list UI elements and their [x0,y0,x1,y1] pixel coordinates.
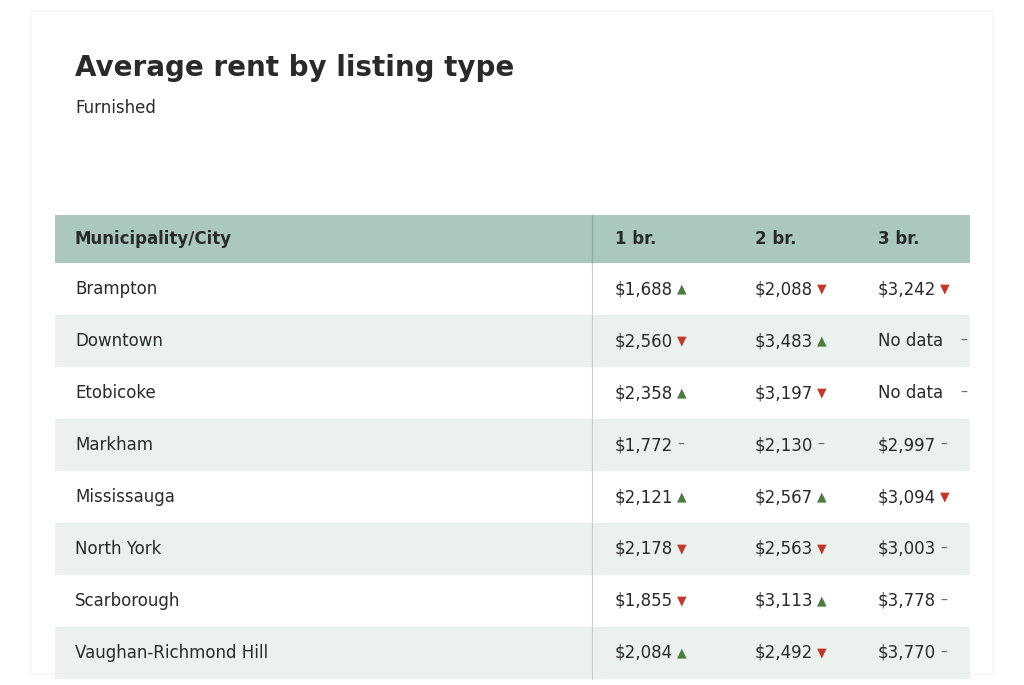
Text: ▼: ▼ [940,490,949,503]
Text: Vaughan-Richmond Hill: Vaughan-Richmond Hill [75,644,268,662]
Text: $2,997: $2,997 [878,436,936,454]
Text: –: – [961,386,967,400]
Text: –: – [961,334,967,348]
Text: $3,113: $3,113 [755,592,813,610]
Text: –: – [817,438,824,452]
Text: $1,772: $1,772 [615,436,673,454]
Bar [55,471,970,523]
Text: $3,003: $3,003 [878,540,936,558]
Bar [55,367,970,419]
Text: ▼: ▼ [677,595,687,608]
Text: ▼: ▼ [940,282,949,295]
Text: ▲: ▲ [677,647,687,660]
Text: Markham: Markham [75,436,153,454]
Text: $3,197: $3,197 [755,384,813,402]
Text: $3,770: $3,770 [878,644,936,662]
Text: $2,358: $2,358 [615,384,673,402]
Text: 3 br.: 3 br. [878,230,920,248]
Bar [55,263,970,315]
Text: ▲: ▲ [817,595,826,608]
Text: $3,778: $3,778 [878,592,936,610]
Text: Mississauga: Mississauga [75,488,175,506]
Text: ▲: ▲ [677,490,687,503]
Bar [55,575,970,627]
Text: $2,130: $2,130 [755,436,813,454]
Text: ▲: ▲ [677,386,687,399]
Text: ▼: ▼ [817,282,826,295]
Text: $2,121: $2,121 [615,488,674,506]
Text: $3,242: $3,242 [878,280,936,298]
Text: ▲: ▲ [677,282,687,295]
Text: Brampton: Brampton [75,280,158,298]
Text: Furnished: Furnished [75,99,156,117]
Text: North York: North York [75,540,162,558]
Text: No data: No data [878,332,943,350]
Text: No data: No data [878,384,943,402]
Bar [55,627,970,679]
Text: –: – [940,646,947,660]
Text: 1 br.: 1 br. [615,230,656,248]
Text: Average rent by listing type: Average rent by listing type [75,54,514,82]
Bar [55,419,970,471]
Bar [55,215,970,263]
Text: $2,178: $2,178 [615,540,673,558]
Text: Etobicoke: Etobicoke [75,384,156,402]
Text: Municipality/City: Municipality/City [75,230,232,248]
Text: $2,563: $2,563 [755,540,813,558]
Text: ▼: ▼ [677,543,687,556]
Text: –: – [940,438,947,452]
Text: ▼: ▼ [677,334,687,347]
Text: –: – [940,594,947,608]
Text: ▼: ▼ [817,386,826,399]
Text: Downtown: Downtown [75,332,163,350]
Bar [55,523,970,575]
Text: ▼: ▼ [817,647,826,660]
Text: $3,483: $3,483 [755,332,813,350]
Text: ▼: ▼ [817,543,826,556]
Text: ▲: ▲ [817,334,826,347]
Text: $2,560: $2,560 [615,332,673,350]
Text: 2 br.: 2 br. [755,230,797,248]
Text: Scarborough: Scarborough [75,592,180,610]
Bar [55,315,970,367]
Text: $3,094: $3,094 [878,488,936,506]
Text: –: – [677,438,684,452]
Text: $1,855: $1,855 [615,592,673,610]
Text: $2,088: $2,088 [755,280,813,298]
Text: –: – [940,542,947,556]
Text: $2,492: $2,492 [755,644,813,662]
Text: $1,688: $1,688 [615,280,673,298]
Text: ▲: ▲ [817,490,826,503]
Text: $2,084: $2,084 [615,644,673,662]
Text: $2,567: $2,567 [755,488,813,506]
